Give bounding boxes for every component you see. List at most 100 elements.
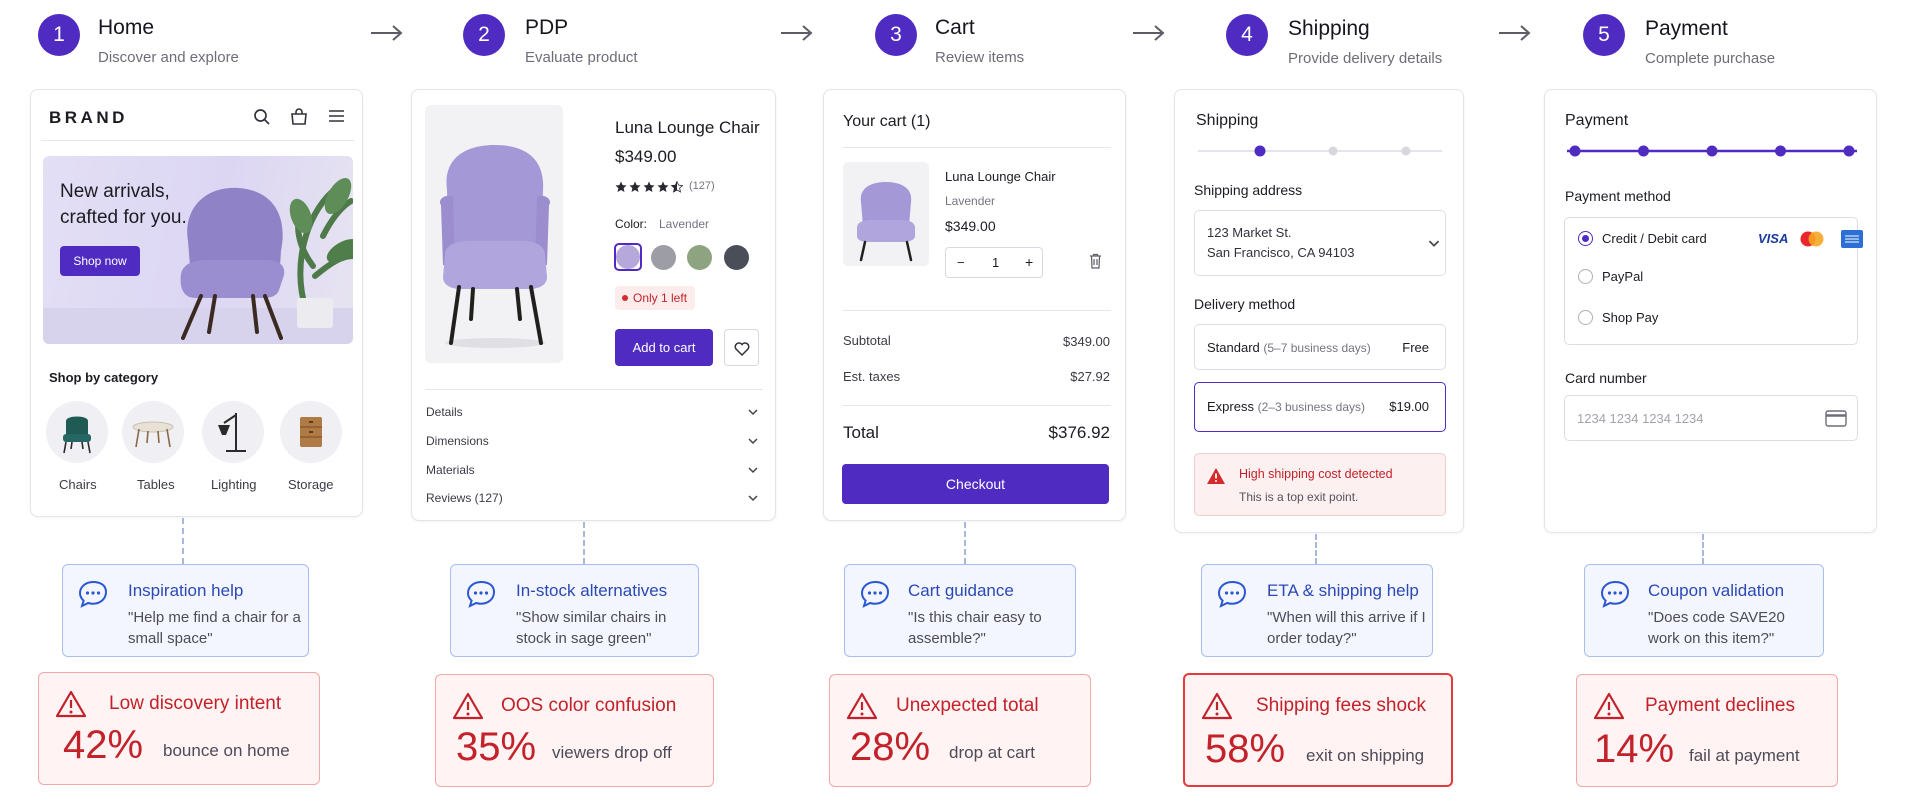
shipping-screen-card: Shipping Shipping address 123 Market St.… xyxy=(1174,89,1464,533)
accordion-label: Materials xyxy=(426,463,475,477)
payment-method-group: Credit / Debit card VISA PayPal Shop Pay xyxy=(1564,217,1863,345)
pdp-screen-card: Luna Lounge Chair $349.00 (127) Color: L… xyxy=(411,89,776,521)
radio-card[interactable] xyxy=(1578,231,1593,246)
step-subtitle: Evaluate product xyxy=(525,49,638,66)
subtotal-label: Subtotal xyxy=(843,333,891,348)
assist-title: Coupon validation xyxy=(1648,581,1785,600)
step-number: 4 xyxy=(1226,14,1268,56)
assist-title: Inspiration help xyxy=(128,581,244,600)
search-icon[interactable] xyxy=(253,108,271,126)
alert-text: This is a top exit point. xyxy=(1239,490,1359,504)
assist-quote: "Is this chair easy to assemble?" xyxy=(908,609,1042,647)
add-to-cart-button[interactable]: Add to cart xyxy=(615,329,713,366)
swatch-sage[interactable] xyxy=(687,245,712,270)
hero-banner[interactable]: New arrivals, crafted for you. Shop now xyxy=(43,156,353,344)
warning-icon xyxy=(1207,468,1225,484)
hero-headline-line2: crafted for you. xyxy=(60,207,187,228)
review-count[interactable]: (127) xyxy=(689,180,715,192)
menu-icon[interactable] xyxy=(328,109,345,123)
total-label: Total xyxy=(843,423,879,442)
warning-triangle-icon xyxy=(1593,692,1625,720)
swatch-charcoal[interactable] xyxy=(724,245,749,270)
trash-icon[interactable] xyxy=(1089,253,1102,269)
divider xyxy=(425,389,763,390)
payment-screen-card: Payment Payment method Credit / Debit ca… xyxy=(1544,89,1877,533)
cart-item-image[interactable] xyxy=(843,162,929,266)
warning-triangle-icon xyxy=(55,690,87,718)
address-select[interactable]: 123 Market St. San Francisco, CA 94103 xyxy=(1194,210,1446,276)
dropoff-description: bounce on home xyxy=(163,741,290,760)
swatch-lavender[interactable] xyxy=(616,245,640,269)
assist-card-inspiration[interactable]: Inspiration help "Help me find a chair f… xyxy=(62,564,309,657)
category-label: Lighting xyxy=(211,477,257,492)
shopping-bag-icon[interactable] xyxy=(290,107,308,126)
arrow-right-icon xyxy=(371,25,403,41)
lamp-thumbnail xyxy=(202,401,264,463)
dropoff-card-home: Low discovery intent 42% bounce on home xyxy=(38,672,320,785)
stock-alert-badge: Only 1 left xyxy=(615,286,695,310)
radio-shoppay[interactable] xyxy=(1578,310,1593,325)
method-label: PayPal xyxy=(1602,269,1644,284)
storage-thumbnail xyxy=(280,401,342,463)
chevron-down-icon xyxy=(748,409,758,416)
product-image[interactable] xyxy=(425,105,563,363)
quantity-value[interactable]: 1 xyxy=(992,255,1000,270)
dropoff-percentage: 35% xyxy=(456,725,537,769)
warning-triangle-icon xyxy=(452,692,484,720)
assist-card-eta[interactable]: ETA & shipping help "When will this arri… xyxy=(1201,564,1433,657)
dropoff-description: viewers drop off xyxy=(552,743,672,762)
brand-logo[interactable]: BRAND xyxy=(49,108,128,127)
shop-now-button[interactable]: Shop now xyxy=(60,246,140,276)
address-line2: San Francisco, CA 94103 xyxy=(1207,245,1355,260)
dropoff-title: Low discovery intent xyxy=(109,693,282,714)
cart-screen-card: Your cart (1) Luna Lounge Chair Lavender… xyxy=(823,89,1126,521)
shipping-progress xyxy=(1198,145,1442,157)
alert-dot-icon xyxy=(622,295,628,301)
hero-headline-line1: New arrivals, xyxy=(60,181,170,202)
delivery-option-standard[interactable]: Standard (5–7 business days) Free xyxy=(1194,324,1446,370)
quantity-decrease-button[interactable]: − xyxy=(957,255,965,270)
progress-step-dot xyxy=(1775,145,1786,157)
dropoff-title: Shipping fees shock xyxy=(1256,695,1427,716)
step-title: Payment xyxy=(1645,17,1728,40)
total-value: $376.92 xyxy=(1048,423,1110,442)
dropoff-title: OOS color confusion xyxy=(501,695,677,716)
assist-card-cart-guidance[interactable]: Cart guidance "Is this chair easy to ass… xyxy=(844,564,1076,657)
assist-quote: "When will this arrive if I order today?… xyxy=(1267,609,1426,647)
step-subtitle: Provide delivery details xyxy=(1288,50,1443,67)
divider xyxy=(843,405,1111,406)
amex-logo-icon xyxy=(1841,230,1863,248)
swatch-gray[interactable] xyxy=(651,245,676,270)
credit-card-icon xyxy=(1825,410,1847,427)
mastercard-logo-icon xyxy=(1800,231,1824,247)
quantity-increase-button[interactable]: + xyxy=(1025,254,1034,270)
subtotal-value: $349.00 xyxy=(1063,334,1110,349)
chat-bubble-icon xyxy=(466,580,496,608)
heart-icon xyxy=(734,342,750,356)
product-price: $349.00 xyxy=(615,147,677,166)
express-price: $19.00 xyxy=(1389,399,1429,414)
assist-card-alternatives[interactable]: In-stock alternatives "Show similar chai… xyxy=(450,564,699,657)
assist-title: In-stock alternatives xyxy=(516,581,668,600)
accordion-label: Details xyxy=(426,405,463,419)
delivery-option-express[interactable]: Express (2–3 business days) $19.00 xyxy=(1194,382,1446,432)
payment-progress xyxy=(1567,145,1857,157)
hero-chair-image xyxy=(43,177,353,344)
color-label: Color: xyxy=(615,217,648,231)
assist-card-coupon[interactable]: Coupon validation "Does code SAVE20 work… xyxy=(1584,564,1824,657)
chat-bubble-icon xyxy=(78,580,108,608)
checkout-button[interactable]: Checkout xyxy=(842,464,1109,504)
stock-alert-text: Only 1 left xyxy=(633,291,688,305)
step-number: 2 xyxy=(463,14,505,56)
chevron-down-icon xyxy=(748,438,758,445)
connector-line xyxy=(182,518,184,564)
method-label: Shop Pay xyxy=(1602,310,1659,325)
card-number-input[interactable]: 1234 1234 1234 1234 xyxy=(1564,395,1858,441)
radio-paypal[interactable] xyxy=(1578,269,1593,284)
step-title: Cart xyxy=(935,16,975,39)
assist-title: Cart guidance xyxy=(908,581,1014,600)
taxes-value: $27.92 xyxy=(1070,369,1110,384)
dropoff-description: exit on shipping xyxy=(1306,746,1425,765)
arrow-right-icon xyxy=(1133,25,1165,41)
wishlist-button[interactable] xyxy=(724,329,759,366)
